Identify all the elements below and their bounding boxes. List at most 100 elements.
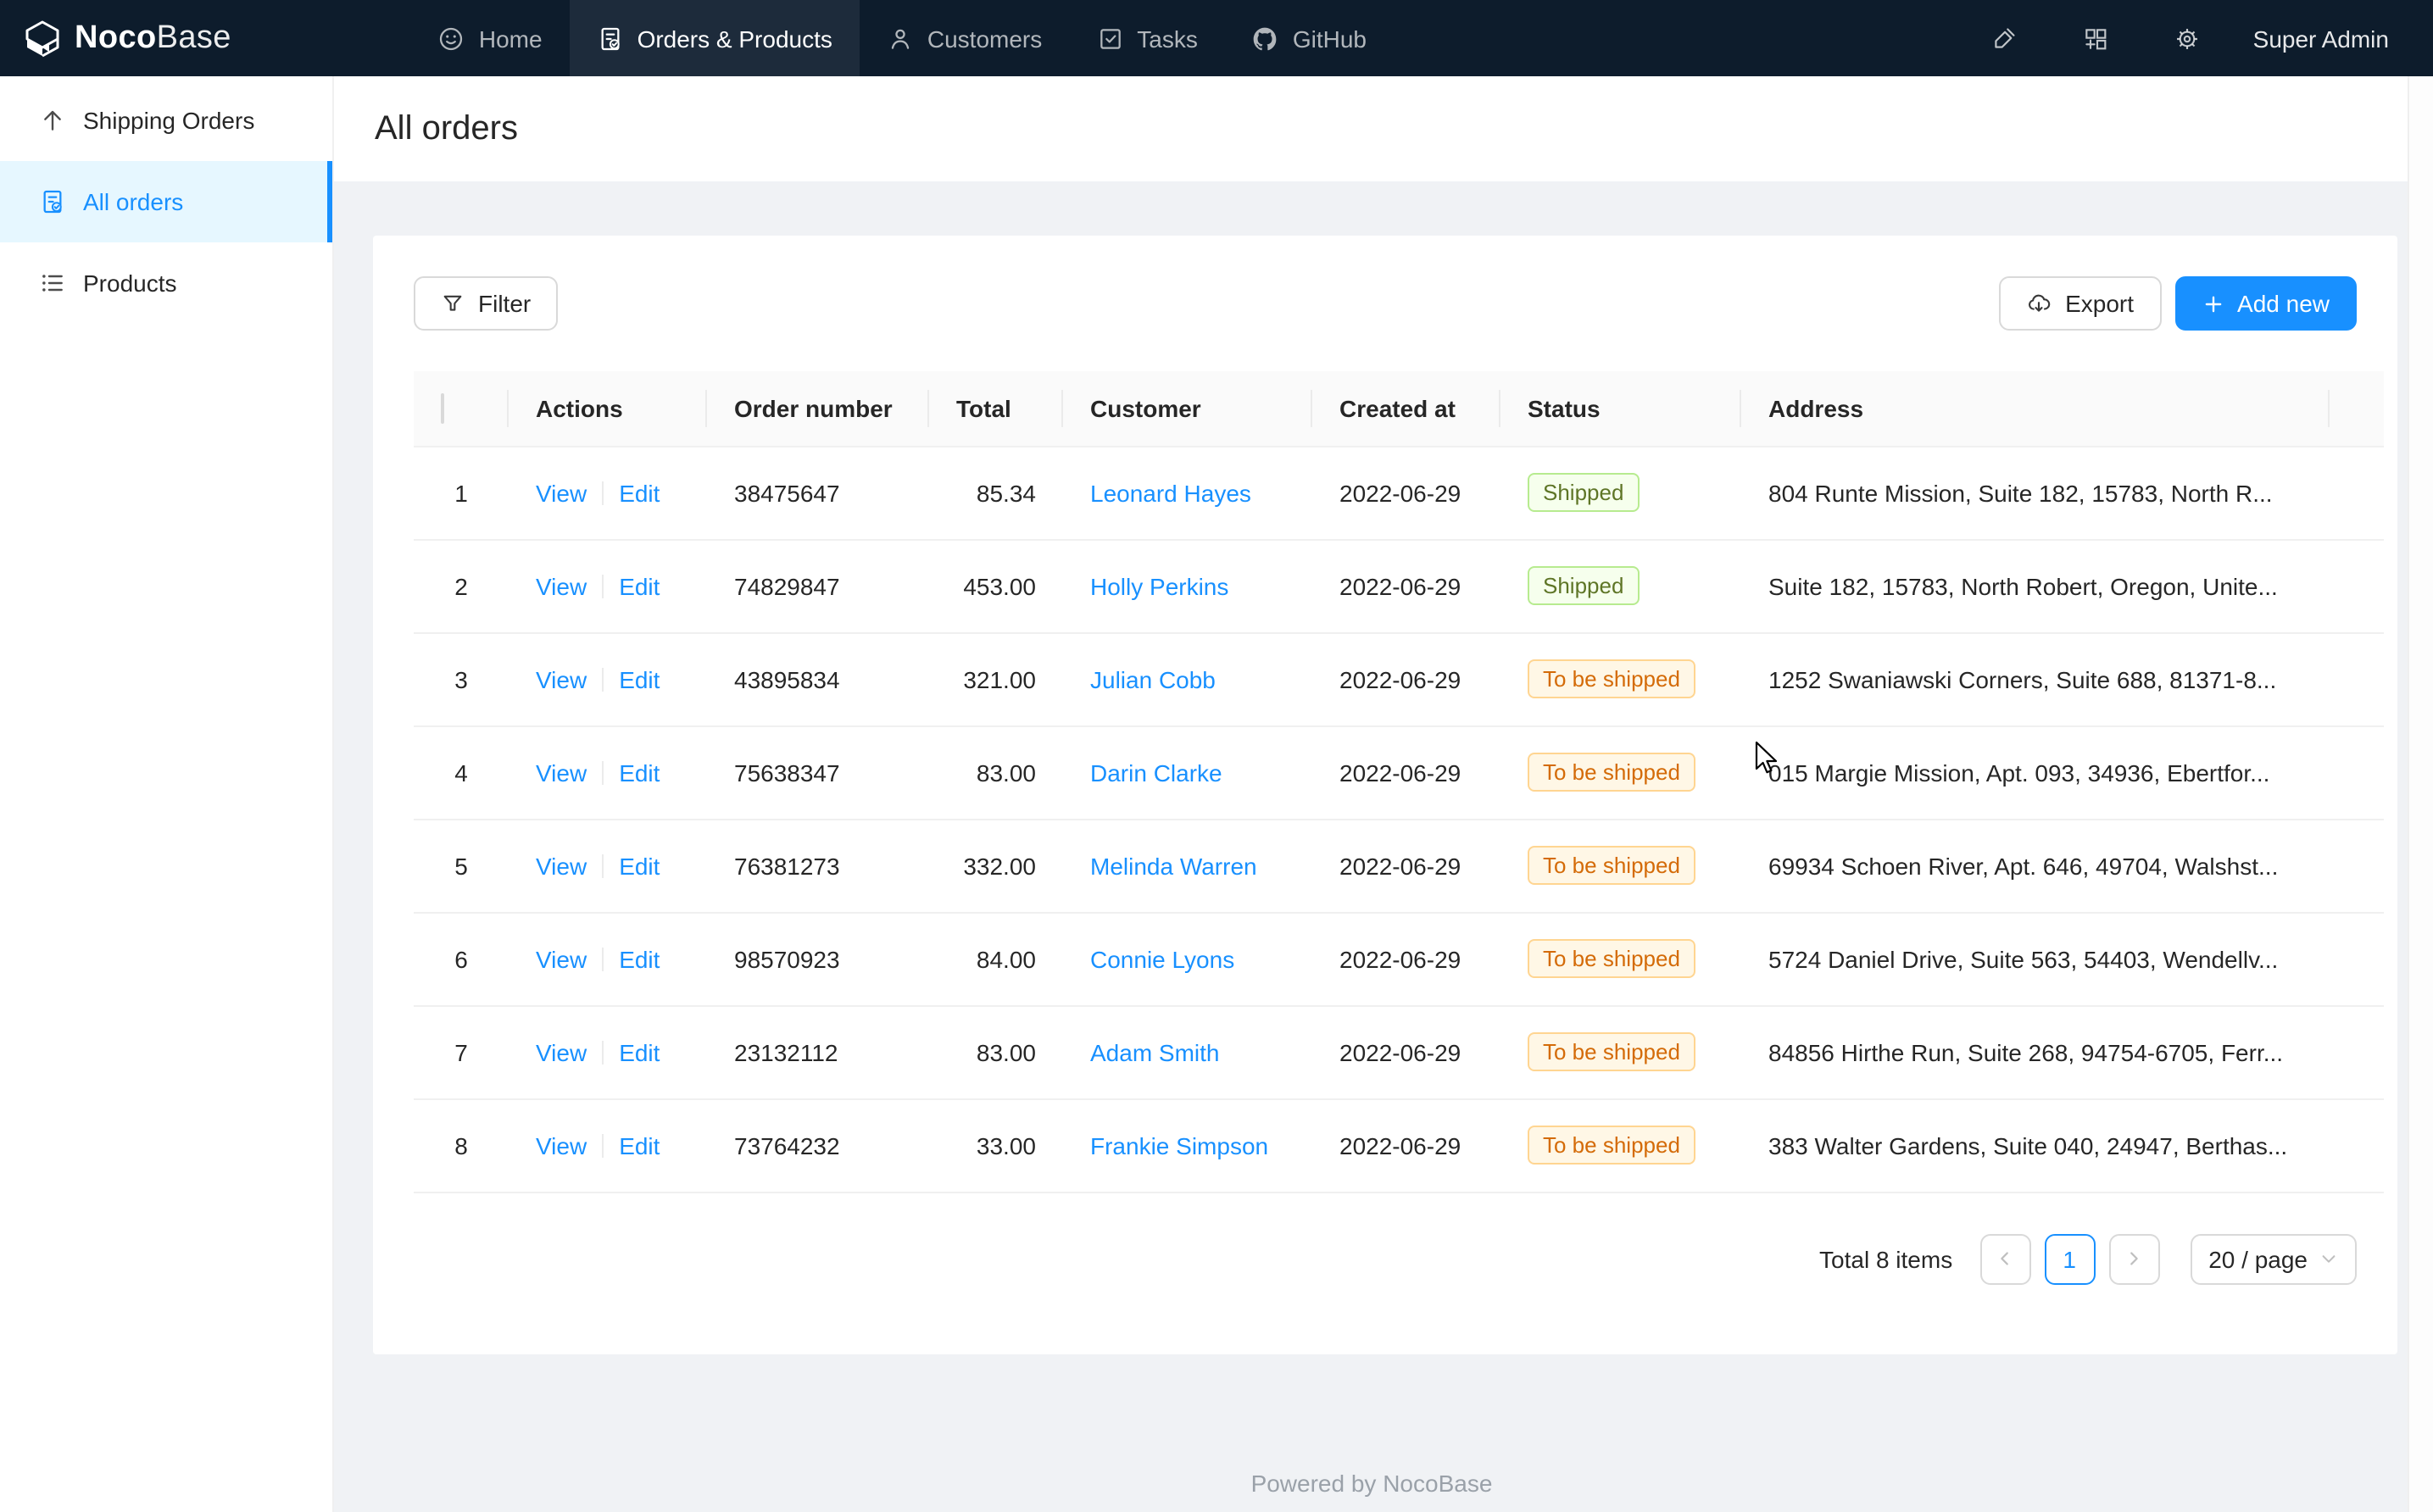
unordered-list-icon: [39, 270, 66, 297]
table-row: 2 ViewEdit 74829847 453.00 Holly Perkins…: [414, 539, 2384, 632]
table-row: 8 ViewEdit 73764232 33.00 Frankie Simpso…: [414, 1098, 2384, 1192]
column-header-order-number: Order number: [707, 371, 929, 446]
pagination: Total 8 items 1 20 / page: [414, 1233, 2357, 1284]
filter-button[interactable]: Filter: [414, 276, 558, 331]
table-row: 4 ViewEdit 75638347 83.00 Darin Clarke 2…: [414, 725, 2384, 819]
customer-link[interactable]: Frankie Simpson: [1090, 1131, 1268, 1159]
address-cell: 1252 Swaniawski Corners, Suite 688, 8137…: [1741, 632, 2330, 725]
order-number-cell: 43895834: [707, 632, 929, 725]
edit-link[interactable]: Edit: [619, 479, 660, 506]
action-divider: [602, 481, 604, 504]
customer-link[interactable]: Adam Smith: [1090, 1038, 1220, 1065]
nocobase-logo[interactable]: NocoBase: [0, 0, 255, 76]
total-cell: 332.00: [929, 819, 1063, 912]
sidebar-item-all-orders[interactable]: All orders: [0, 161, 332, 242]
order-number-cell: 75638347: [707, 725, 929, 819]
view-link[interactable]: View: [536, 1038, 587, 1065]
nav-item-customers[interactable]: Customers: [860, 0, 1069, 76]
table-header-row: Actions Order number Total Customer Crea…: [414, 371, 2384, 446]
column-header-actions: Actions: [509, 371, 707, 446]
edit-link[interactable]: Edit: [619, 759, 660, 786]
table-row: 7 ViewEdit 23132112 83.00 Adam Smith 202…: [414, 1005, 2384, 1098]
pagination-prev-button[interactable]: [1979, 1233, 2030, 1284]
action-divider: [602, 760, 604, 784]
table-row: 3 ViewEdit 43895834 321.00 Julian Cobb 2…: [414, 632, 2384, 725]
address-cell: 84856 Hirthe Run, Suite 268, 94754-6705,…: [1741, 1005, 2330, 1098]
content-area: Filter Export: [334, 181, 2433, 1512]
view-link[interactable]: View: [536, 665, 587, 692]
column-header-total: Total: [929, 371, 1063, 446]
customer-link[interactable]: Leonard Hayes: [1090, 479, 1251, 506]
edit-link[interactable]: Edit: [619, 665, 660, 692]
sidebar-item-products[interactable]: Products: [0, 242, 332, 324]
status-badge: To be shipped: [1528, 939, 1695, 978]
customer-link[interactable]: Holly Perkins: [1090, 572, 1228, 599]
pagination-total: Total 8 items: [1819, 1245, 1952, 1272]
created-at-cell: 2022-06-29: [1312, 725, 1500, 819]
pagination-next-button[interactable]: [2108, 1233, 2159, 1284]
table-row: 6 ViewEdit 98570923 84.00 Connie Lyons 2…: [414, 912, 2384, 1005]
sidebar: Shipping Orders All orders Products: [0, 76, 334, 1512]
page-header: All orders: [334, 76, 2433, 181]
status-badge: To be shipped: [1528, 1126, 1695, 1165]
current-user[interactable]: Super Admin: [2253, 25, 2389, 52]
pagination-page-1[interactable]: 1: [2044, 1233, 2095, 1284]
sidebar-item-shipping-orders[interactable]: Shipping Orders: [0, 80, 332, 161]
edit-link[interactable]: Edit: [619, 572, 660, 599]
nav-item-orders-products[interactable]: Orders & Products: [570, 0, 860, 76]
created-at-cell: 2022-06-29: [1312, 1098, 1500, 1192]
address-cell: 5724 Daniel Drive, Suite 563, 54403, Wen…: [1741, 912, 2330, 1005]
nav-item-tasks[interactable]: Tasks: [1069, 0, 1225, 76]
customer-link[interactable]: Darin Clarke: [1090, 759, 1222, 786]
customer-link[interactable]: Melinda Warren: [1090, 852, 1257, 879]
vertical-scrollbar[interactable]: [2408, 76, 2433, 1512]
table-row: 1 ViewEdit 38475647 85.34 Leonard Hayes …: [414, 446, 2384, 539]
view-link[interactable]: View: [536, 759, 587, 786]
select-all-checkbox[interactable]: [441, 393, 444, 424]
customer-link[interactable]: Connie Lyons: [1090, 945, 1234, 972]
edit-link[interactable]: Edit: [619, 945, 660, 972]
created-at-cell: 2022-06-29: [1312, 632, 1500, 725]
column-header-address: Address: [1741, 371, 2330, 446]
nav-item-github[interactable]: GitHub: [1225, 0, 1394, 76]
page-size-select[interactable]: 20 / page: [2190, 1233, 2357, 1284]
view-link[interactable]: View: [536, 572, 587, 599]
app-root: NocoBase Home Orders & Products Customer…: [0, 0, 2433, 1512]
ui-editor-highlighter-icon[interactable]: [1958, 25, 2050, 52]
main-area: All orders Filter: [334, 76, 2433, 1512]
view-link[interactable]: View: [536, 945, 587, 972]
row-index: 6: [414, 912, 509, 1005]
edit-link[interactable]: Edit: [619, 1131, 660, 1159]
action-divider: [602, 667, 604, 691]
add-new-button[interactable]: Add new: [2174, 276, 2357, 331]
blocks-plus-icon[interactable]: [2050, 25, 2141, 52]
page-size-value: 20 / page: [2208, 1245, 2308, 1272]
top-nav: NocoBase Home Orders & Products Customer…: [0, 0, 2433, 76]
filter-funnel-icon: [441, 292, 465, 315]
status-badge: To be shipped: [1528, 846, 1695, 885]
view-link[interactable]: View: [536, 479, 587, 506]
total-cell: 84.00: [929, 912, 1063, 1005]
nav-menu: Home Orders & Products Customers Tasks: [411, 0, 1394, 76]
action-divider: [602, 853, 604, 877]
export-button[interactable]: Export: [1999, 276, 2161, 331]
nav-item-home[interactable]: Home: [411, 0, 570, 76]
gear-icon[interactable]: [2141, 25, 2233, 52]
status-badge: Shipped: [1528, 566, 1639, 605]
total-cell: 33.00: [929, 1098, 1063, 1192]
view-link[interactable]: View: [536, 852, 587, 879]
created-at-cell: 2022-06-29: [1312, 446, 1500, 539]
select-all-header: [414, 371, 509, 446]
column-header-empty: [2330, 371, 2384, 446]
customer-link[interactable]: Julian Cobb: [1090, 665, 1216, 692]
view-link[interactable]: View: [536, 1131, 587, 1159]
nocobase-cube-icon: [22, 18, 63, 58]
orders-table: Actions Order number Total Customer Crea…: [414, 371, 2384, 1192]
nav-item-label: Customers: [927, 25, 1042, 52]
plus-icon: [2202, 292, 2224, 314]
total-cell: 453.00: [929, 539, 1063, 632]
column-header-status: Status: [1500, 371, 1741, 446]
edit-link[interactable]: Edit: [619, 1038, 660, 1065]
edit-link[interactable]: Edit: [619, 852, 660, 879]
status-badge: To be shipped: [1528, 753, 1695, 792]
